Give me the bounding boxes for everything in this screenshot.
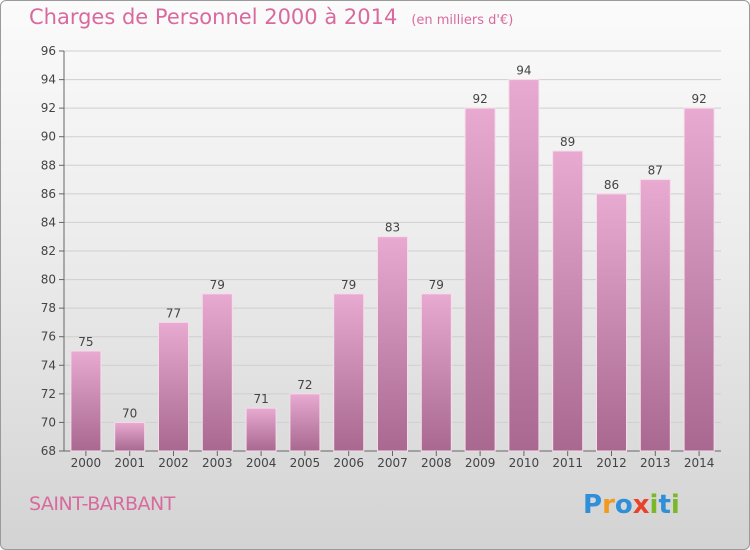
bar <box>158 321 189 452</box>
y-tick-label: 82 <box>41 244 56 258</box>
x-tick-label: 2005 <box>290 456 321 470</box>
bar <box>333 293 365 452</box>
value-label: 77 <box>166 306 181 320</box>
value-label: 86 <box>604 178 619 192</box>
y-tick-labels: 68 70 72 74 76 78 80 82 84 86 88 90 92 94 96 <box>41 44 56 458</box>
x-tick-label: 2008 <box>421 456 452 470</box>
x-tick-label: 2002 <box>158 456 189 470</box>
x-tick-label: 2012 <box>596 456 627 470</box>
x-tick-label: 2006 <box>333 456 364 470</box>
value-label: 71 <box>253 392 268 406</box>
bar <box>289 393 321 452</box>
bar <box>639 179 671 452</box>
logo-letter: x <box>632 490 650 520</box>
place-name: SAINT-BARBANT <box>29 493 175 515</box>
proxiti-logo: Proxiti <box>583 490 680 520</box>
value-label: 70 <box>122 406 137 420</box>
y-tick-label: 78 <box>41 301 56 315</box>
x-tick-label: 2000 <box>71 456 102 470</box>
y-tick-label: 70 <box>41 415 56 429</box>
y-tick-label: 86 <box>41 187 56 201</box>
x-tick-label: 2009 <box>465 456 496 470</box>
chart-title: Charges de Personnel 2000 à 2014 <box>29 5 398 29</box>
logo-letter: i <box>649 490 659 520</box>
value-label: 89 <box>560 135 575 149</box>
value-label: 87 <box>648 164 663 178</box>
chart-unit: (en milliers d'€) <box>411 13 514 28</box>
y-tick-label: 94 <box>41 73 56 87</box>
value-label: 92 <box>691 92 706 106</box>
y-tick-label: 74 <box>41 358 56 372</box>
value-label: 79 <box>210 278 225 292</box>
logo-letter: i <box>670 490 680 520</box>
value-label: 83 <box>385 221 400 235</box>
y-tick-label: 92 <box>41 101 56 115</box>
title-row: Charges de Personnel 2000 à 2014 (en mill… <box>29 5 513 29</box>
x-tick-label: 2004 <box>246 456 277 470</box>
value-label: 75 <box>78 335 93 349</box>
bars <box>70 79 715 452</box>
y-tick-label: 80 <box>41 273 56 287</box>
value-label: 72 <box>297 378 312 392</box>
bar <box>245 407 277 452</box>
x-tick-label: 2013 <box>640 456 671 470</box>
y-tick-label: 76 <box>41 330 56 344</box>
bar <box>114 421 146 452</box>
bar <box>420 293 452 452</box>
x-tick-label: 2001 <box>114 456 145 470</box>
x-tick-label: 2011 <box>552 456 583 470</box>
logo-letter: t <box>658 490 671 520</box>
value-label: 79 <box>429 278 444 292</box>
bar <box>683 107 715 452</box>
x-tick-label: 2007 <box>377 456 408 470</box>
y-tick-label: 88 <box>41 158 56 172</box>
logo-letter: P <box>583 490 603 520</box>
bar <box>201 293 233 452</box>
x-tick-label: 2014 <box>684 456 715 470</box>
bar <box>508 79 540 452</box>
bar <box>596 193 627 452</box>
value-label: 92 <box>472 92 487 106</box>
logo-letter: o <box>614 490 633 520</box>
y-tick-label: 72 <box>41 387 56 401</box>
value-label: 79 <box>341 278 356 292</box>
x-tick-label: 2003 <box>202 456 233 470</box>
y-tick-label: 90 <box>41 130 56 144</box>
bar <box>552 150 584 452</box>
y-tick-label: 96 <box>41 44 56 58</box>
y-tick-label: 68 <box>41 444 56 458</box>
value-labels: 75 70 77 79 71 72 79 83 79 92 94 89 86 87 92 <box>78 64 706 421</box>
x-tick-labels: 2000 2001 2002 2003 2004 2005 2006 2007 2008 2009… <box>71 451 715 470</box>
x-tick-label: 2010 <box>509 456 540 470</box>
bar <box>464 107 496 452</box>
bar <box>70 350 102 452</box>
logo-letter: r <box>602 490 615 520</box>
value-label: 94 <box>516 64 531 78</box>
y-tick-label: 84 <box>41 215 56 229</box>
bar <box>377 236 408 452</box>
